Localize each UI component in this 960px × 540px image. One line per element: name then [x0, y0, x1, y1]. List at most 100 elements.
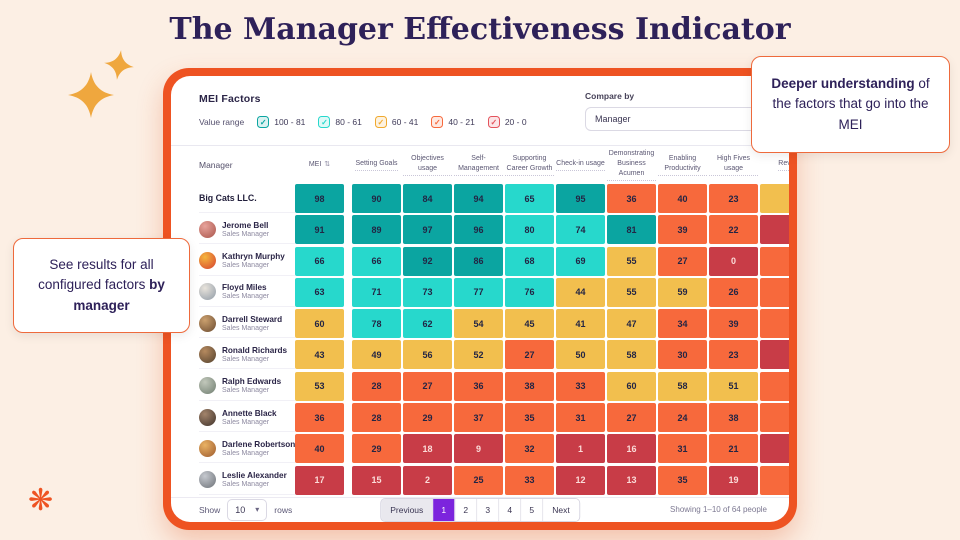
score-cell: 68	[505, 246, 554, 276]
range-checkbox[interactable]: ✓	[318, 116, 331, 128]
score-cell: 39	[658, 215, 707, 245]
score-cell: 47	[607, 309, 656, 339]
score-cell: 54	[454, 309, 503, 339]
manager-cell: Floyd Miles Sales Manager	[199, 278, 295, 307]
score-cell: 60	[295, 309, 344, 339]
score-cell: 80	[505, 215, 554, 245]
score-cell: 1	[556, 434, 605, 464]
score-cell: 35	[505, 403, 554, 433]
column-header[interactable]: Self-Management	[454, 154, 503, 176]
page-button-1[interactable]: 1	[433, 498, 456, 521]
column-header-manager: Manager	[199, 160, 233, 170]
column-header[interactable]: Setting Goals	[352, 159, 401, 171]
brand-logo-icon: ❋	[28, 483, 54, 518]
score-cell: 36	[454, 371, 503, 401]
table-header-row: Manager MEI ⇅ Setting Goals Objectives us…	[171, 146, 789, 184]
score-cell: 81	[607, 215, 656, 245]
manager-name: Jerome Bell	[222, 220, 269, 230]
rows-per-page-select[interactable]: 10 ▾	[227, 498, 268, 521]
column-header[interactable]: High Fives usage	[709, 154, 758, 176]
score-cell: 27	[607, 403, 656, 433]
column-header-mei[interactable]: MEI ⇅	[308, 160, 331, 169]
next-page-button[interactable]: Next	[543, 498, 579, 521]
score-cell: 37	[454, 403, 503, 433]
column-header[interactable]: Objectives usage	[403, 154, 452, 176]
score-cell: 96	[454, 215, 503, 245]
page-button-4[interactable]: 4	[499, 498, 522, 521]
score-cell: 27	[403, 371, 452, 401]
score-cell-clipped	[760, 434, 789, 464]
compare-by-label: Compare by	[585, 91, 635, 101]
score-cell: 65	[505, 184, 554, 213]
previous-page-button[interactable]: Previous	[381, 498, 434, 521]
score-cell: 53	[295, 371, 344, 401]
avatar	[199, 439, 216, 457]
score-cell: 28	[352, 371, 401, 401]
manager-cell: Leslie Alexander Sales Manager	[199, 466, 295, 495]
score-cell: 92	[403, 246, 452, 276]
score-cell: 15	[352, 465, 401, 495]
table-row: Jerome Bell Sales Manager 91 89 97 96 80 74 81 39…	[199, 215, 789, 245]
avatar	[199, 377, 216, 395]
panel-title: MEI Factors	[199, 93, 261, 105]
table-row: Annette Black Sales Manager 36 28 29 37 35 31 27…	[199, 403, 789, 433]
range-checkbox[interactable]: ✓	[374, 116, 387, 128]
manager-name: Kathryn Murphy	[222, 252, 285, 262]
range-checkbox[interactable]: ✓	[487, 116, 500, 128]
range-checkbox[interactable]: ✓	[257, 116, 270, 128]
score-cell: 36	[607, 184, 656, 213]
column-header[interactable]: Rev	[760, 159, 789, 171]
page-button-2[interactable]: 2	[455, 498, 478, 521]
score-cell: 50	[556, 340, 605, 370]
score-cell-clipped	[760, 371, 789, 401]
score-cell: 21	[709, 434, 758, 464]
manager-cell: Ralph Edwards Sales Manager	[199, 372, 295, 401]
score-cell: 9	[454, 434, 503, 464]
manager-name: Ralph Edwards	[222, 377, 282, 387]
table-row: Darrell Steward Sales Manager 60 78 62 54 45 41…	[199, 309, 789, 339]
range-checkbox[interactable]: ✓	[431, 116, 444, 128]
score-cell-clipped	[760, 184, 789, 213]
manager-name: Darrell Steward	[222, 314, 283, 324]
score-cell: 84	[403, 184, 452, 213]
score-cell: 63	[295, 277, 344, 307]
manager-name: Darlene Robertson	[222, 439, 296, 449]
score-cell: 18	[403, 434, 452, 464]
column-header[interactable]: Supporting Career Growth	[505, 154, 554, 176]
score-cell: 12	[556, 465, 605, 495]
rows-per-page-value: 10	[235, 504, 246, 515]
score-cell-clipped	[760, 403, 789, 433]
score-cell: 13	[607, 465, 656, 495]
manager-name: Ronald Richards	[222, 345, 288, 355]
score-cell: 78	[352, 309, 401, 339]
column-header[interactable]: Check-in usage	[556, 159, 605, 171]
score-cell: 56	[403, 340, 452, 370]
score-cell: 28	[352, 403, 401, 433]
score-cell: 90	[352, 184, 401, 213]
table-row: Darlene Robertson Sales Manager 40 29 18 9 32 1…	[199, 434, 789, 464]
table-row: Leslie Alexander Sales Manager 17 15 2 25 33 12…	[199, 465, 789, 495]
score-cell: 31	[658, 434, 707, 464]
column-header[interactable]: Enabling Productivity	[658, 154, 707, 176]
range-label: 100 - 81	[274, 117, 306, 127]
score-cell: 98	[295, 184, 344, 213]
score-cell: 22	[709, 215, 758, 245]
manager-role: Sales Manager	[222, 481, 270, 489]
table-row: Ronald Richards Sales Manager 43 49 56 52 27 50…	[199, 340, 789, 370]
score-cell: 66	[295, 246, 344, 276]
sort-icon[interactable]: ⇅	[324, 161, 331, 169]
column-header[interactable]: Demonstrating Business Acumen	[607, 149, 656, 181]
score-cell: 31	[556, 403, 605, 433]
manager-name: Leslie Alexander	[222, 471, 287, 481]
score-cell: 27	[505, 340, 554, 370]
range-label: 20 - 0	[504, 117, 527, 127]
page-button-5[interactable]: 5	[521, 498, 544, 521]
callout-deeper-understanding: Deeper understanding of the factors that…	[751, 56, 950, 153]
page-button-3[interactable]: 3	[477, 498, 500, 521]
score-cell: 44	[556, 277, 605, 307]
score-cell: 16	[607, 434, 656, 464]
score-cell-clipped	[760, 340, 789, 370]
rows-label: rows	[274, 504, 293, 515]
